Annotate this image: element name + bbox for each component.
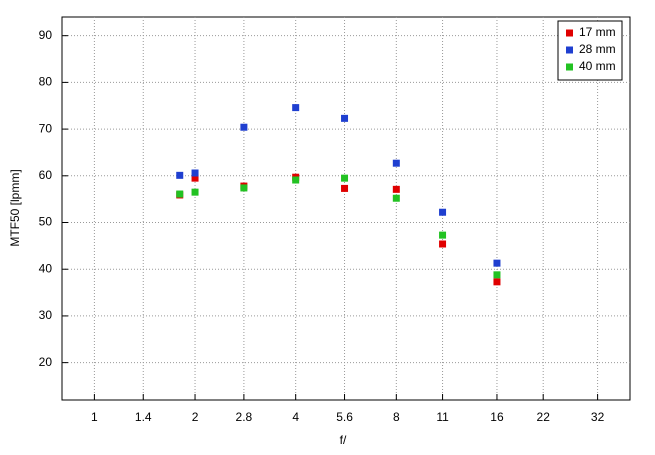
x-tick-label: 1.4 [135, 410, 152, 424]
y-tick-label: 60 [39, 168, 53, 182]
x-tick-label: 32 [591, 410, 605, 424]
data-point [341, 174, 349, 182]
y-tick-label: 50 [39, 215, 53, 229]
y-tick-label: 80 [39, 75, 53, 89]
data-point [176, 171, 184, 179]
y-axis-label: MTF50 [lpmm] [8, 169, 22, 246]
data-point [292, 104, 300, 112]
data-point [439, 208, 447, 216]
x-tick-label: 8 [393, 410, 400, 424]
y-tick-label: 90 [39, 28, 53, 42]
data-point [392, 159, 400, 167]
x-tick-label: 16 [490, 410, 504, 424]
x-tick-label: 4 [292, 410, 299, 424]
data-point [439, 240, 447, 248]
y-tick-label: 70 [39, 121, 53, 135]
data-point [439, 231, 447, 239]
data-point [392, 194, 400, 202]
legend-label: 28 mm [579, 42, 616, 56]
data-point [191, 174, 199, 182]
data-point [392, 185, 400, 193]
x-tick-label: 2.8 [236, 410, 253, 424]
plot-frame [61, 16, 631, 401]
data-point [191, 188, 199, 196]
y-tick-label: 20 [39, 355, 53, 369]
data-point [493, 271, 501, 279]
x-axis-label: f/ [340, 433, 347, 447]
y-tick-label: 30 [39, 308, 53, 322]
x-tick-label: 22 [537, 410, 551, 424]
legend-swatch [566, 29, 573, 37]
data-point [341, 114, 349, 122]
data-point [493, 259, 501, 267]
legend-label: 40 mm [579, 59, 616, 73]
data-point [191, 169, 199, 177]
x-tick-label: 2 [192, 410, 199, 424]
x-tick-label: 11 [436, 410, 449, 424]
data-point [493, 278, 501, 286]
data-point [176, 190, 184, 198]
data-point [341, 184, 349, 192]
legend-label: 17 mm [579, 25, 616, 39]
x-tick-label: 1 [91, 410, 98, 424]
y-tick-label: 40 [39, 261, 53, 275]
x-tick-label: 5.6 [336, 410, 353, 424]
legend-swatch [566, 63, 573, 71]
data-point [240, 123, 248, 131]
legend-swatch [566, 46, 573, 54]
data-point [240, 184, 248, 192]
data-point [292, 176, 300, 184]
